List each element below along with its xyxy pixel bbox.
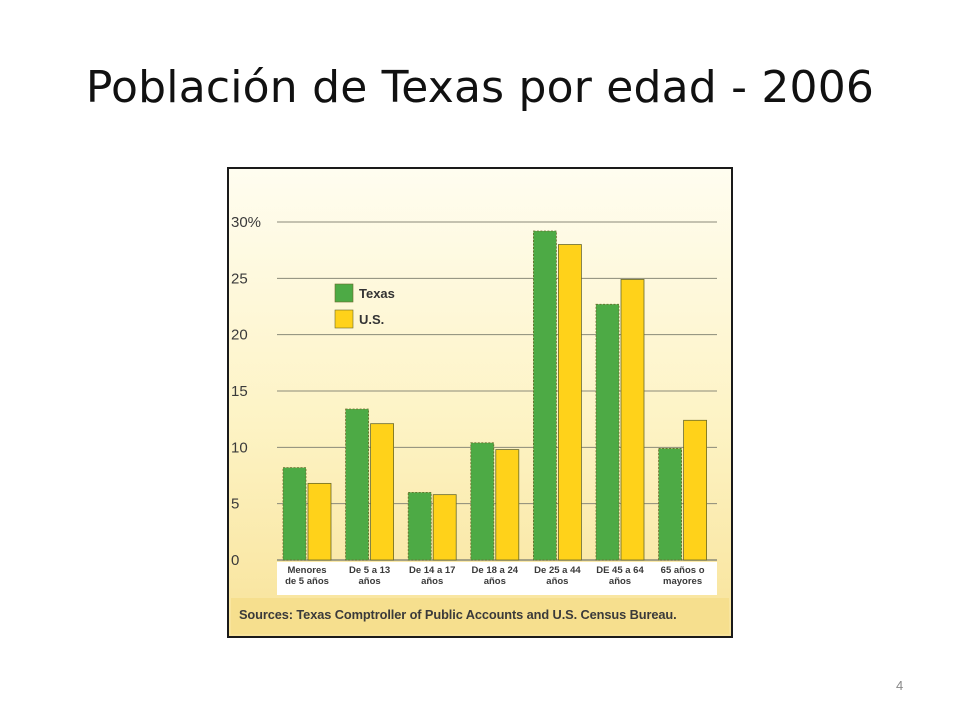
y-tick-label: 25 [231, 270, 248, 287]
category-label: Menores [287, 565, 326, 576]
category-label: mayores [663, 576, 702, 587]
bar-us [370, 423, 395, 561]
bar-us [495, 449, 520, 561]
bar-texas [470, 442, 495, 561]
category-label: 65 años o [661, 565, 705, 576]
legend-swatch [334, 309, 354, 329]
bar-texas [595, 303, 620, 561]
category-label: años [421, 576, 443, 587]
legend-swatch [334, 283, 354, 303]
category-label: años [359, 576, 381, 587]
chart-frame: 0 5 10 15 20 25 30% Menores de 5 años De 5 a 13 añ… [227, 167, 733, 638]
bar-texas [658, 448, 683, 561]
bar-us [432, 494, 457, 561]
bar-us [683, 419, 708, 561]
legend-label: Texas [359, 286, 395, 301]
y-tick-label: 30% [231, 214, 261, 231]
bar-us [620, 279, 645, 561]
bar-texas [532, 230, 557, 561]
y-tick-label: 5 [231, 496, 239, 513]
y-tick-label: 0 [231, 552, 239, 569]
bar-us [557, 244, 582, 561]
bar-texas [345, 408, 369, 561]
category-label: De 14 a 17 [409, 565, 455, 576]
category-label: DE 45 a 64 [596, 565, 644, 576]
page-number: 4 [896, 678, 904, 693]
category-label: años [546, 576, 568, 587]
category-label: De 5 a 13 [349, 565, 390, 576]
chart-source-note: Sources: Texas Comptroller of Public Acc… [239, 607, 677, 622]
category-label: años [609, 576, 631, 587]
bar-texas [407, 491, 432, 561]
category-label: de 5 años [285, 576, 329, 587]
category-label-band [277, 562, 717, 595]
y-tick-label: 10 [231, 439, 248, 456]
category-label: De 18 a 24 [472, 565, 519, 576]
bar-texas [282, 467, 307, 561]
bar-us [307, 482, 332, 561]
category-label: De 25 a 44 [534, 565, 581, 576]
category-label: años [484, 576, 506, 587]
y-tick-label: 20 [231, 327, 248, 344]
legend-label: U.S. [359, 312, 384, 327]
y-tick-label: 15 [231, 383, 248, 400]
slide-title: Población de Texas por edad - 2006 [85, 62, 875, 113]
source-bar: Sources: Texas Comptroller of Public Acc… [231, 598, 729, 634]
